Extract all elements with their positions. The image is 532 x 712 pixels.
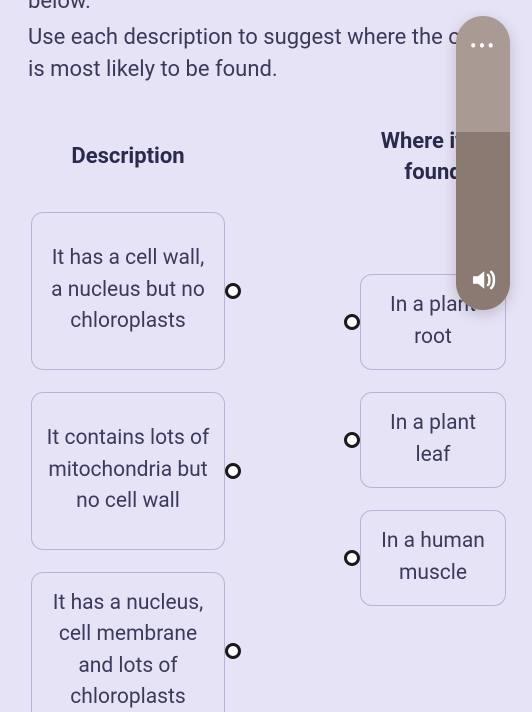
connector-handle[interactable] — [225, 463, 241, 479]
connector-handle[interactable] — [344, 314, 360, 330]
instruction-line: Use each description to suggest where th… — [28, 22, 504, 86]
descriptions-column: Description It has a cell wall, a nucleu… — [28, 126, 228, 712]
location-card: In a plant leaf — [360, 392, 506, 488]
description-item[interactable]: It has a nucleus, cell membrane and lots… — [31, 572, 225, 712]
connector-handle[interactable] — [344, 432, 360, 448]
audio-volume-control[interactable]: ••• — [456, 16, 510, 310]
description-card: It has a nucleus, cell membrane and lots… — [31, 572, 225, 712]
location-item[interactable]: In a plant leaf — [360, 392, 506, 488]
descriptions-heading: Description — [71, 126, 184, 190]
connector-handle[interactable] — [344, 550, 360, 566]
speaker-icon[interactable] — [467, 264, 499, 296]
location-card: In a human muscle — [360, 510, 506, 606]
instruction-fragment: below. — [28, 0, 504, 18]
description-item[interactable]: It contains lots of mitochondria but no … — [31, 392, 225, 550]
description-card: It has a cell wall, a nucleus but no chl… — [31, 212, 225, 370]
description-item[interactable]: It has a cell wall, a nucleus but no chl… — [31, 212, 225, 370]
more-icon[interactable]: ••• — [456, 36, 510, 56]
connector-handle[interactable] — [225, 643, 241, 659]
description-card: It contains lots of mitochondria but no … — [31, 392, 225, 550]
connector-handle[interactable] — [225, 283, 241, 299]
matching-area: Description It has a cell wall, a nucleu… — [0, 126, 532, 712]
instruction-text: below. Use each description to suggest w… — [0, 0, 532, 86]
location-item[interactable]: In a human muscle — [360, 510, 506, 606]
